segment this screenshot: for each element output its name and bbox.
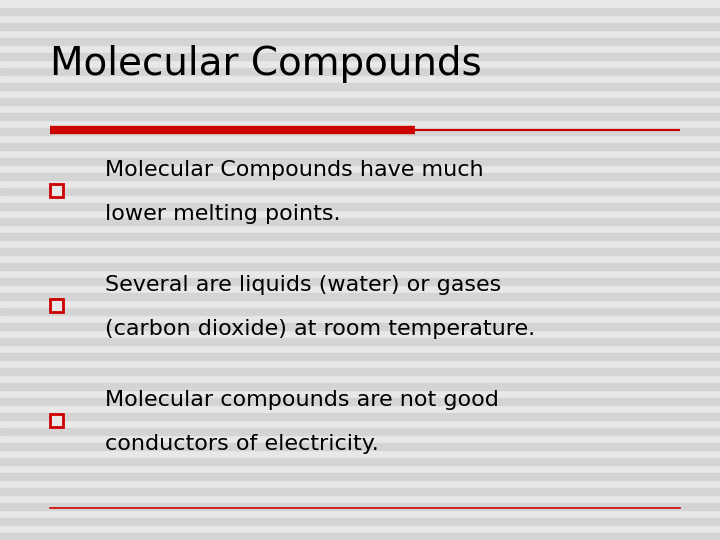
Text: Several are liquids (water) or gases: Several are liquids (water) or gases xyxy=(105,275,501,295)
Bar xyxy=(0,247,720,255)
Bar xyxy=(0,397,720,405)
Text: Molecular Compounds have much: Molecular Compounds have much xyxy=(105,160,484,180)
Bar xyxy=(0,428,720,435)
Bar xyxy=(0,457,720,465)
Bar xyxy=(0,37,720,45)
Bar xyxy=(0,112,720,120)
Bar xyxy=(0,488,720,495)
Bar xyxy=(0,413,720,420)
Bar xyxy=(0,218,720,225)
Bar xyxy=(0,52,720,60)
Bar xyxy=(0,158,720,165)
Bar xyxy=(0,127,720,135)
Bar xyxy=(50,184,63,197)
Bar xyxy=(50,299,63,312)
Bar xyxy=(0,202,720,210)
Bar xyxy=(0,278,720,285)
Bar xyxy=(0,322,720,330)
Bar xyxy=(0,98,720,105)
Bar xyxy=(0,23,720,30)
Bar xyxy=(0,532,720,540)
Bar xyxy=(0,172,720,180)
Bar xyxy=(0,187,720,195)
Text: (carbon dioxide) at room temperature.: (carbon dioxide) at room temperature. xyxy=(105,319,535,339)
Text: conductors of electricity.: conductors of electricity. xyxy=(105,434,379,454)
Bar xyxy=(0,353,720,360)
Bar xyxy=(0,442,720,450)
Bar xyxy=(0,382,720,390)
Bar xyxy=(0,233,720,240)
Bar xyxy=(0,262,720,270)
Bar xyxy=(0,368,720,375)
Bar xyxy=(0,143,720,150)
Bar xyxy=(0,503,720,510)
Bar xyxy=(0,68,720,75)
Bar xyxy=(0,307,720,315)
Bar xyxy=(0,472,720,480)
Bar xyxy=(0,83,720,90)
Text: Molecular Compounds: Molecular Compounds xyxy=(50,45,482,83)
Bar xyxy=(0,517,720,525)
Bar xyxy=(0,293,720,300)
Bar xyxy=(0,338,720,345)
Bar xyxy=(0,8,720,15)
Bar xyxy=(50,414,63,427)
Text: Molecular compounds are not good: Molecular compounds are not good xyxy=(105,390,499,410)
Text: lower melting points.: lower melting points. xyxy=(105,204,341,224)
